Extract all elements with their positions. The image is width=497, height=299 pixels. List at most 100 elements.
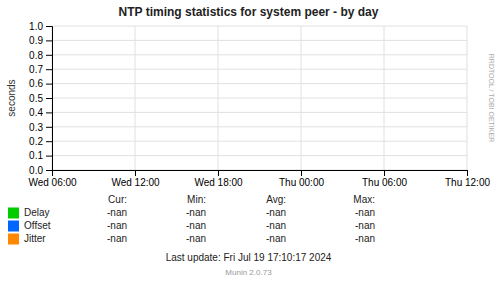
tick: 0.3 [29, 122, 52, 133]
legend-label: Jitter [24, 233, 46, 244]
tick-label: Wed 12:00 [111, 177, 160, 188]
table-value: -nan [107, 207, 127, 218]
table-value: -nan [266, 207, 286, 218]
grid-line [135, 26, 136, 170]
grid-line [301, 26, 302, 170]
tick-label: Thu 06:00 [362, 177, 407, 188]
title: NTP timing statistics for system peer - … [119, 5, 379, 19]
table-value: -nan [355, 220, 375, 231]
grid-line [52, 83, 467, 84]
y-axis: 0.0 0.1 0.2 0.3 0.4 0.5 0.6 0.7 0.8 0.9 1.0 [29, 21, 52, 176]
tick-label: 0.2 [29, 136, 43, 147]
grid-line [52, 40, 467, 41]
axis-line [46, 27, 53, 171]
tick-label: 0.4 [29, 107, 43, 118]
table-value: -nan [355, 233, 375, 244]
tick: 0.5 [29, 93, 52, 104]
grid-line [52, 98, 467, 99]
tick-mark [46, 98, 52, 99]
tick-mark [135, 170, 136, 176]
watermark: RRDTOOL / TOBI OETIKER [488, 54, 495, 142]
tick: 0.0 [29, 165, 52, 176]
tick-mark [218, 170, 219, 176]
table-value: -nan [266, 220, 286, 231]
grid-line [52, 155, 467, 156]
grid-line [52, 141, 467, 142]
tick-label: Wed 18:00 [194, 177, 243, 188]
tick-label: 0.8 [29, 50, 43, 61]
tick-label: 0.9 [29, 35, 43, 46]
table-value: -nan [186, 207, 206, 218]
tick-mark [46, 112, 52, 113]
tick: 0.9 [29, 35, 52, 46]
tick: Thu 12:00 [445, 170, 490, 188]
tick: 0.6 [29, 78, 52, 89]
tick-mark [52, 170, 53, 176]
grid-line [52, 69, 467, 70]
tick-label: 0.5 [29, 93, 43, 104]
table-value: -nan [266, 233, 286, 244]
legend-swatch [8, 234, 19, 245]
tick: Thu 06:00 [362, 170, 407, 188]
tick-label: Wed 06:00 [28, 177, 77, 188]
tick-mark [301, 170, 302, 176]
legend-label: Delay [24, 207, 50, 218]
table-header: Avg: [266, 194, 286, 205]
grid-line [52, 26, 467, 27]
last-update: Last update: Fri Jul 19 17:10:17 2024 [166, 252, 332, 263]
legend-swatch [8, 208, 19, 219]
tick-label: Thu 00:00 [279, 177, 324, 188]
tick-mark [46, 69, 52, 70]
tick-mark [467, 170, 468, 176]
tick: 0.1 [29, 150, 52, 161]
y-axis-label: seconds [6, 79, 17, 116]
grid-line [384, 26, 385, 170]
version-note: Munin 2.0.73 [225, 268, 272, 277]
tick: 1.0 [29, 21, 52, 32]
tick-label: 1.0 [29, 21, 43, 32]
x-axis: Wed 06:00 Wed 12:00 Wed 18:00 Thu 00:00 Thu … [28, 170, 490, 188]
tick-label: 0.1 [29, 150, 43, 161]
tick-mark [46, 26, 52, 27]
tick: 0.2 [29, 136, 52, 147]
grid-line [52, 54, 467, 55]
grid-line [467, 26, 468, 170]
tick-mark [46, 170, 52, 171]
tick: Wed 12:00 [111, 170, 160, 188]
tick-mark [46, 156, 52, 157]
tick-mark [46, 141, 52, 142]
tick: Thu 00:00 [279, 170, 324, 188]
tick-label: 0.3 [29, 122, 43, 133]
plot-area: 0.0 0.1 0.2 0.3 0.4 0.5 0.6 0.7 0.8 0.9 1.0 Wed 06:… [28, 21, 490, 188]
tick: 0.8 [29, 50, 52, 61]
table-header: Max: [353, 194, 375, 205]
axis-line [53, 171, 468, 177]
table-value: -nan [355, 207, 375, 218]
tick: 0.4 [29, 107, 52, 118]
tick-label: 0.7 [29, 64, 43, 75]
tick-mark [384, 170, 385, 176]
grid-line [52, 112, 467, 113]
tick: Wed 18:00 [194, 170, 243, 188]
tick-mark [46, 40, 52, 41]
tick: 0.7 [29, 64, 52, 75]
tick-label: 0.0 [29, 165, 43, 176]
tick-mark [46, 55, 52, 56]
table-header: Min: [187, 194, 206, 205]
tick-label: Thu 12:00 [445, 177, 490, 188]
tick: Wed 06:00 [28, 170, 77, 188]
table-value: -nan [107, 220, 127, 231]
table-value: -nan [107, 233, 127, 244]
grid-line [52, 126, 467, 127]
legend: Cur: Min: Avg: Max: Delay -nan -nan -nan -nan Off… [8, 194, 375, 245]
table-value: -nan [186, 233, 206, 244]
table-value: -nan [186, 220, 206, 231]
legend-label: Offset [24, 220, 51, 231]
grid-line [218, 26, 219, 170]
tick-label: 0.6 [29, 78, 43, 89]
tick-mark [46, 127, 52, 128]
legend-swatch [8, 221, 19, 232]
chart: 0.0 0.1 0.2 0.3 0.4 0.5 0.6 0.7 0.8 0.9 1.0 Wed 06:… [0, 0, 497, 299]
tick-mark [46, 84, 52, 85]
table-header: Cur: [108, 194, 127, 205]
